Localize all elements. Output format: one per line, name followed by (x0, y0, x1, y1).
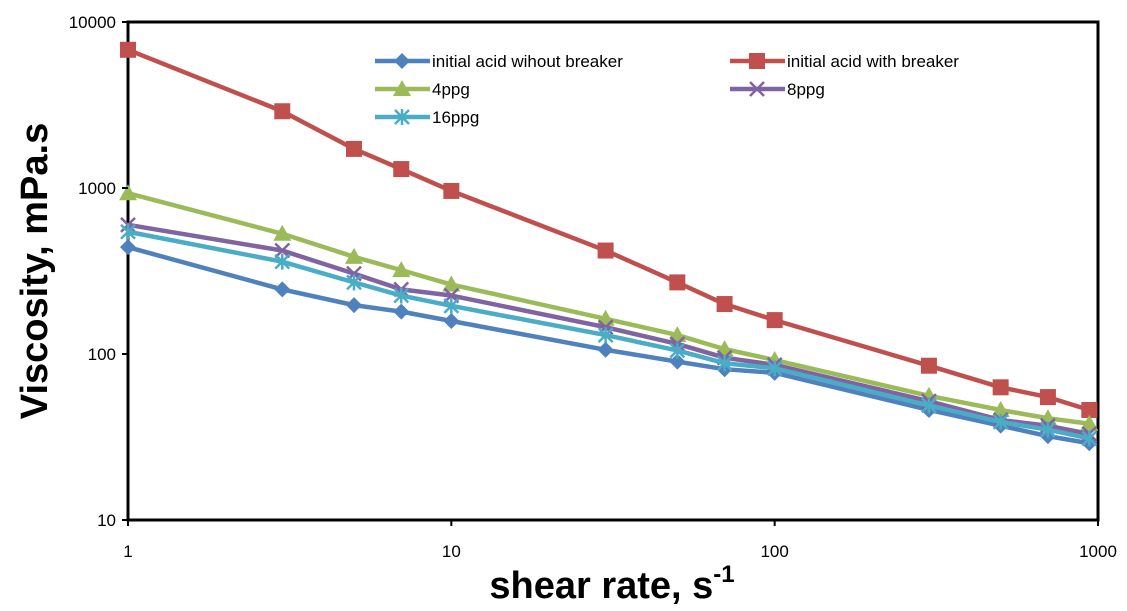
x-tick-label: 10 (442, 542, 461, 561)
y-tick-label: 10 (97, 511, 116, 530)
data-point (992, 379, 1009, 396)
x-axis-title-superscript: -1 (713, 561, 734, 588)
data-point (766, 360, 783, 377)
data-point (274, 242, 291, 259)
data-point (273, 224, 292, 241)
data-point (991, 400, 1010, 417)
data-point (443, 182, 460, 199)
data-point (346, 274, 362, 291)
data-point (346, 140, 363, 157)
data-point (716, 296, 733, 313)
legend-label: initial acid wihout breaker (432, 52, 623, 71)
data-point (120, 223, 136, 240)
legend-marker (394, 53, 410, 69)
legend-marker (749, 53, 765, 69)
x-axis-title-main: shear rate, s (489, 565, 713, 607)
data-point (1040, 421, 1056, 438)
data-point (274, 103, 291, 120)
data-point (921, 397, 937, 414)
legend-label: initial acid with breaker (787, 52, 959, 71)
x-axis-title: shear rate, s-1 (489, 561, 734, 607)
data-point (393, 287, 410, 304)
data-point (442, 275, 461, 292)
data-point (1039, 389, 1056, 406)
legend-label: 8ppg (787, 80, 825, 99)
legend-item-4: 16ppg (375, 108, 479, 127)
legend-item-1: initial acid with breaker (730, 52, 959, 71)
data-point (443, 313, 460, 330)
data-point (669, 353, 686, 370)
data-point (392, 261, 411, 278)
series-1 (120, 41, 1098, 418)
data-point (1081, 401, 1098, 418)
y-tick-label: 100 (88, 345, 116, 364)
x-tick-label: 1 (123, 542, 132, 561)
data-point (597, 242, 614, 259)
data-point (274, 281, 291, 298)
data-point (716, 355, 733, 372)
data-point (120, 239, 136, 256)
legend-marker (394, 109, 410, 125)
data-point (346, 297, 363, 314)
y-tick-label: 1000 (78, 179, 116, 198)
data-point (669, 274, 686, 291)
y-axis-title: Viscosity, mPa.s (14, 123, 56, 419)
data-point (597, 327, 614, 344)
legend-item-0: initial acid wihout breaker (375, 52, 623, 71)
legend-item-3: 8ppg (730, 80, 825, 99)
data-point (920, 357, 937, 374)
legend-item-2: 4ppg (375, 80, 470, 99)
legend-label: 4ppg (432, 80, 470, 99)
data-point (443, 297, 460, 314)
data-point (120, 41, 136, 58)
series-layer (119, 41, 1099, 452)
data-point (274, 253, 291, 270)
x-tick-label: 1000 (1079, 542, 1117, 561)
x-tick-label: 100 (760, 542, 788, 561)
plot-area (126, 20, 1100, 522)
data-point (119, 184, 137, 201)
legend-marker (749, 81, 765, 97)
data-point (992, 413, 1009, 430)
data-point (669, 342, 686, 359)
data-point (393, 303, 410, 320)
legend-label: 16ppg (432, 108, 479, 127)
data-point (766, 312, 783, 329)
legend: initial acid wihout breaker initial acid … (375, 52, 959, 127)
tick-layer: 1 10 100 1000 10 100 1000 10000 (69, 13, 1117, 561)
legend-marker (393, 80, 411, 96)
data-point (345, 247, 364, 264)
data-point (1081, 430, 1098, 447)
series-4 (120, 223, 1098, 447)
y-tick-label: 10000 (69, 13, 116, 32)
data-point (597, 341, 614, 358)
data-point (393, 161, 410, 178)
data-point (1080, 414, 1099, 431)
